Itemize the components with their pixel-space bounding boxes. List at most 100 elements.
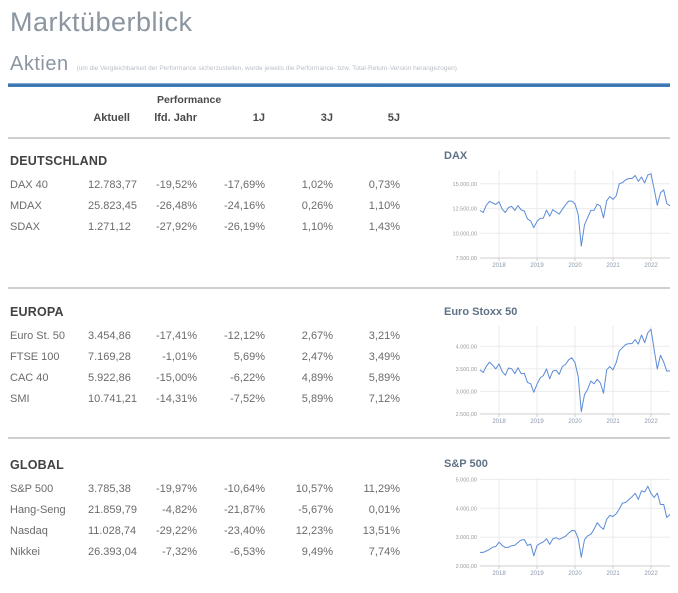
svg-text:2019: 2019 [530, 263, 544, 269]
value-cell: 7,74% [368, 546, 400, 558]
index-label: Euro St. 50 [10, 330, 66, 342]
table-row: Nasdaq 11.028,74 -29,22% -23,40% 12,23% 13,51… [10, 525, 402, 546]
value-cell: 2,47% [301, 351, 333, 363]
column-header-1j: 1J [252, 112, 265, 124]
value-cell: -5,67% [298, 504, 333, 516]
table-row: Euro St. 50 3.454,86 -17,41% -12,12% 2,67% 3,… [10, 330, 402, 351]
index-label: Nasdaq [10, 525, 48, 537]
table-row: MDAX 25.823,45 -26,48% -24,16% 0,26% 1,10% [10, 200, 402, 221]
table-row: SMI 10.741,21 -14,31% -7,52% 5,89% 7,12% [10, 393, 402, 414]
column-header-aktuell: Aktuell [93, 112, 130, 124]
chart-dax: DAX 2018 2019 2020 2021 2022 15.000,00 12.500,0… [444, 150, 674, 270]
svg-text:2018: 2018 [492, 419, 506, 425]
value-cell: -26,48% [156, 200, 197, 212]
chart-title: Euro Stoxx 50 [444, 306, 518, 318]
value-cell: 3,21% [368, 330, 400, 342]
table-row: Hang-Seng 21.859,79 -4,82% -21,87% -5,67% 0,0… [10, 504, 402, 525]
index-label: Hang-Seng [10, 504, 66, 516]
section-divider [8, 437, 670, 439]
table-row: DAX 40 12.783,77 -19,52% -17,69% 1,02% 0,73% [10, 179, 402, 200]
value-cell: 5,89% [301, 393, 333, 405]
table-row: Nikkei 26.393,04 -7,32% -6,53% 9,49% 7,74% [10, 546, 402, 567]
value-cell: -29,22% [156, 525, 197, 537]
chart-euro-stoxx-50: Euro Stoxx 50 2018 2019 2020 2021 2022 4.000,0… [444, 306, 674, 426]
aktien-header: Aktien (um die Vergleichbarkeit der Perf… [10, 53, 457, 76]
value-cell: -27,92% [156, 221, 197, 233]
value-cell: -19,97% [156, 483, 197, 495]
svg-text:2022: 2022 [644, 571, 658, 577]
svg-text:2018: 2018 [492, 263, 506, 269]
line-chart: 2018 2019 2020 2021 2022 4.000,00 3.500,00 3.00… [456, 326, 671, 425]
value-cell: 12.783,77 [88, 179, 137, 191]
value-cell: 4,89% [301, 372, 333, 384]
table-header: Performance Aktuell lfd. Jahr 1J 3J 5J [10, 94, 402, 124]
value-cell: 9,49% [301, 546, 333, 558]
svg-text:2022: 2022 [644, 263, 658, 269]
table-row: CAC 40 5.922,86 -15,00% -6,22% 4,89% 5,89% [10, 372, 402, 393]
aktien-section-note: (um die Vergleichbarkeit der Performance… [76, 65, 457, 72]
value-cell: -19,52% [156, 179, 197, 191]
index-label: Nikkei [10, 546, 40, 558]
svg-text:4.000,00: 4.000,00 [456, 506, 477, 512]
value-cell: 5,69% [233, 351, 265, 363]
aktien-section-title: Aktien [10, 53, 69, 75]
value-cell: -12,12% [224, 330, 265, 342]
svg-text:2.000,00: 2.000,00 [456, 564, 477, 570]
value-cell: 21.859,79 [88, 504, 137, 516]
index-label: MDAX [10, 200, 42, 212]
svg-text:2021: 2021 [606, 263, 620, 269]
value-cell: 3.454,86 [88, 330, 131, 342]
line-chart: 2018 2019 2020 2021 2022 5.000,00 4.000,00 3.00… [456, 477, 671, 577]
column-header-lfd-jahr: lfd. Jahr [154, 112, 197, 124]
value-cell: 5,89% [368, 372, 400, 384]
value-cell: 2,67% [301, 330, 333, 342]
table-section-europa: EUROPA Euro St. 50 3.454,86 -17,41% -12,12% 2… [10, 305, 402, 414]
index-label: S&P 500 [10, 483, 54, 495]
value-cell: -7,32% [162, 546, 197, 558]
value-cell: -7,52% [230, 393, 265, 405]
value-cell: 11,29% [363, 483, 401, 495]
value-cell: 25.823,45 [88, 200, 137, 212]
svg-text:2018: 2018 [492, 571, 506, 577]
performance-group-header: Performance [157, 94, 222, 106]
value-cell: -6,22% [230, 372, 265, 384]
value-cell: 3.785,38 [88, 483, 131, 495]
section-divider [8, 287, 670, 289]
value-cell: 7.169,28 [88, 351, 131, 363]
value-cell: 1,10% [368, 200, 400, 212]
index-label: DAX 40 [10, 179, 48, 191]
index-label: SMI [10, 393, 30, 405]
value-cell: 1,43% [368, 221, 400, 233]
table-section-deutschland: DEUTSCHLAND DAX 40 12.783,77 -19,52% -17,69%… [10, 154, 402, 242]
value-cell: 1.271,12 [88, 221, 131, 233]
value-cell: 26.393,04 [88, 546, 137, 558]
svg-text:2020: 2020 [568, 571, 582, 577]
index-label: FTSE 100 [10, 351, 60, 363]
column-header-3j: 3J [320, 112, 333, 124]
value-cell: 0,73% [368, 179, 400, 191]
svg-text:7.500,00: 7.500,00 [456, 256, 477, 262]
value-cell: 3,49% [368, 351, 400, 363]
line-chart: 2018 2019 2020 2021 2022 15.000,00 12.500,00 10… [453, 170, 671, 269]
section-title: DEUTSCHLAND [10, 154, 108, 168]
svg-text:2.500,00: 2.500,00 [456, 412, 477, 418]
table-section-global: GLOBAL S&P 500 3.785,38 -19,97% -10,64% 10,57… [10, 458, 402, 567]
value-cell: 0,26% [301, 200, 333, 212]
svg-text:2019: 2019 [530, 571, 544, 577]
table-row: FTSE 100 7.169,28 -1,01% 5,69% 2,47% 3,49% [10, 351, 402, 372]
value-cell: -17,41% [156, 330, 197, 342]
svg-text:2021: 2021 [606, 571, 620, 577]
column-header-5j: 5J [387, 112, 400, 124]
value-cell: 5.922,86 [88, 372, 131, 384]
chart-title: DAX [444, 150, 468, 162]
value-cell: 12,23% [295, 525, 333, 537]
svg-text:3.000,00: 3.000,00 [456, 535, 477, 541]
value-cell: -14,31% [156, 393, 197, 405]
column-header-row: Aktuell lfd. Jahr 1J 3J 5J [10, 112, 402, 124]
value-cell: -23,40% [224, 525, 265, 537]
value-cell: 10.741,21 [88, 393, 137, 405]
svg-text:3.000,00: 3.000,00 [456, 389, 477, 395]
value-cell: 0,01% [368, 504, 400, 516]
value-cell: -26,19% [224, 221, 265, 233]
svg-text:2021: 2021 [606, 419, 620, 425]
